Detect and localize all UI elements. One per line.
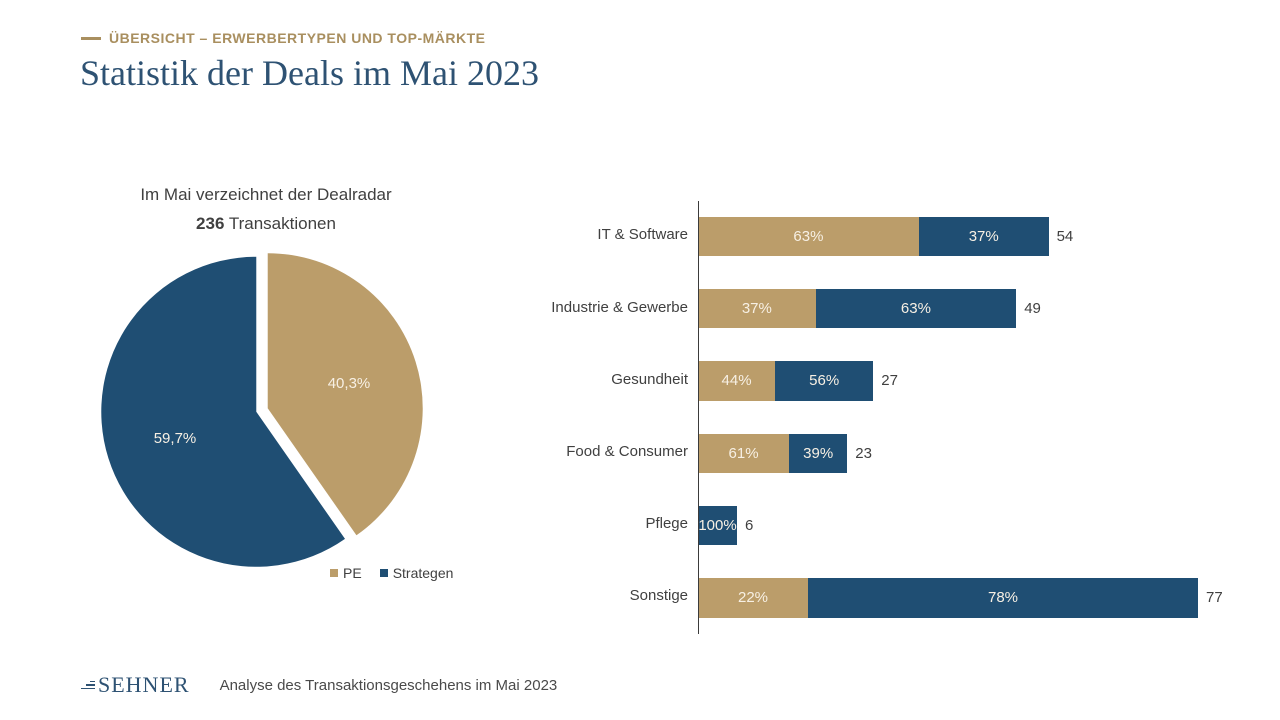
svg-text:59,7%: 59,7% [154, 430, 197, 447]
svg-text:40,3%: 40,3% [328, 375, 371, 392]
